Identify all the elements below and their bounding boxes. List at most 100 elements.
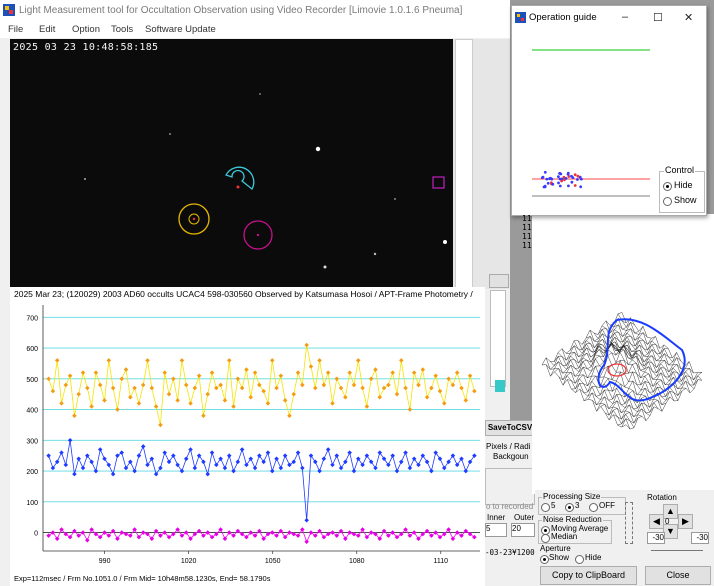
blue-series-point bbox=[446, 459, 451, 465]
chart-footer: Exp=112msec / Frm No.1051.0 / Frm Mid= 1… bbox=[14, 574, 271, 583]
save-to-csv-button[interactable]: SaveToCSV bbox=[485, 420, 535, 436]
show-radio[interactable] bbox=[663, 197, 672, 206]
blue-series-point bbox=[244, 462, 249, 468]
rotation-left-value[interactable]: -30 bbox=[647, 532, 665, 544]
blue-series-point bbox=[63, 462, 69, 468]
background-aperture-icon bbox=[243, 220, 273, 250]
inner-value: 5 bbox=[486, 524, 491, 533]
mesh-line bbox=[625, 379, 702, 430]
light-curve-chart: 2025 Mar 23; (120029) 2003 AD60 occults … bbox=[10, 287, 485, 586]
yellow-series-point bbox=[295, 370, 301, 375]
blue-series-point bbox=[93, 468, 99, 474]
copy-to-clipboard-button[interactable]: Copy to ClipBoard bbox=[540, 566, 637, 585]
magenta-series-point bbox=[373, 531, 378, 537]
magenta-series-line bbox=[48, 528, 475, 543]
rotate-right-button[interactable]: ▶ bbox=[678, 514, 693, 529]
menu-tools[interactable]: Tools bbox=[111, 24, 134, 35]
rotate-down-button[interactable]: ▼ bbox=[663, 524, 678, 539]
yellow-series-point bbox=[386, 382, 391, 388]
rotate-up-button[interactable]: ▲ bbox=[663, 504, 678, 519]
side-button[interactable] bbox=[489, 274, 509, 288]
outer-value: 20 bbox=[512, 524, 521, 533]
rotation-slider[interactable] bbox=[651, 550, 703, 557]
target-marker bbox=[236, 185, 240, 189]
blue-series-point bbox=[188, 447, 193, 452]
blue-series-point bbox=[433, 450, 438, 455]
close-window-button[interactable]: ✕ bbox=[684, 12, 694, 24]
blue-series-point bbox=[351, 468, 357, 474]
side-indicator bbox=[495, 380, 505, 392]
yellow-series-point bbox=[158, 422, 163, 428]
reference-aperture-inner bbox=[188, 213, 200, 225]
close-button[interactable]: Close bbox=[645, 566, 711, 585]
limovie-main-window: Light Measurement tool for Occultation O… bbox=[0, 0, 510, 586]
magenta-series-point bbox=[403, 527, 408, 532]
yellow-series-point bbox=[89, 404, 94, 409]
guide-dot bbox=[573, 173, 577, 177]
ps-off-radio[interactable] bbox=[589, 503, 598, 512]
blue-series-point bbox=[373, 465, 378, 471]
psf-3d-mesh bbox=[541, 312, 702, 430]
y-tick-label: 500 bbox=[26, 377, 38, 384]
ps-5-radio[interactable] bbox=[541, 503, 550, 512]
blue-series-point bbox=[85, 453, 90, 458]
blue-series-point bbox=[287, 462, 292, 468]
vertical-slider[interactable] bbox=[625, 502, 633, 544]
minimize-button[interactable]: – bbox=[622, 11, 629, 23]
blue-series-point bbox=[72, 471, 77, 477]
yellow-series-point bbox=[97, 382, 103, 388]
reference-aperture-outer bbox=[178, 203, 210, 235]
yellow-series-point bbox=[437, 388, 443, 394]
magenta-series-point bbox=[411, 530, 417, 535]
y-tick-label: 300 bbox=[26, 438, 38, 445]
chart-plot-area: 0 100 200 300 400 500 600 700 990 1020 1050 1080 111… bbox=[26, 305, 480, 565]
maximize-button[interactable]: ☐ bbox=[653, 12, 663, 24]
side-scroll-list[interactable] bbox=[490, 290, 506, 387]
blue-series-point bbox=[274, 456, 279, 462]
ps-3-radio[interactable] bbox=[565, 503, 574, 512]
blue-series-point bbox=[360, 462, 365, 468]
mesh-line bbox=[553, 355, 639, 424]
yellow-series-point bbox=[429, 385, 434, 391]
inner-spinner[interactable]: 5 bbox=[485, 523, 507, 537]
yellow-series-point bbox=[252, 370, 258, 375]
rotate-left-button[interactable]: ◀ bbox=[649, 514, 664, 529]
y-tick-label: 600 bbox=[26, 346, 38, 353]
guide-dot bbox=[576, 178, 579, 181]
processing-size-label: Processing Size bbox=[542, 492, 602, 501]
ap-hide-radio[interactable] bbox=[575, 555, 584, 564]
yellow-series-point bbox=[265, 401, 271, 406]
menu-software-update[interactable]: Software Update bbox=[145, 24, 216, 35]
video-frame[interactable]: 2025 03 23 10:48:58:185 bbox=[10, 39, 453, 287]
rotation-right-value[interactable]: -30 bbox=[691, 532, 709, 544]
blue-series-point bbox=[231, 468, 236, 474]
measurement-controls: SaveToCSV Pixels / Radi Backgoun o to re… bbox=[485, 420, 535, 586]
hide-radio[interactable] bbox=[663, 182, 672, 191]
mesh-line bbox=[581, 340, 667, 406]
magenta-series-point bbox=[265, 531, 271, 537]
rotation-label: Rotation bbox=[647, 493, 677, 502]
yellow-series-point bbox=[209, 370, 215, 375]
yellow-series-point bbox=[59, 401, 64, 406]
blue-series-point bbox=[343, 459, 348, 465]
yellow-series-point bbox=[80, 370, 86, 375]
menu-file[interactable]: File bbox=[8, 24, 24, 35]
menu-edit[interactable]: Edit bbox=[39, 24, 56, 35]
outer-spinner[interactable]: 20 bbox=[511, 523, 535, 537]
yellow-series-point bbox=[248, 394, 254, 400]
x-tick-label: 1020 bbox=[181, 558, 197, 565]
nr-median-radio[interactable] bbox=[541, 534, 550, 543]
star bbox=[259, 93, 261, 95]
yellow-series-point bbox=[50, 388, 56, 394]
guide-dot bbox=[549, 176, 552, 180]
magenta-series-point bbox=[140, 530, 146, 535]
menu-option[interactable]: Option bbox=[72, 24, 100, 35]
magenta-series-point bbox=[183, 530, 189, 535]
blue-series-point bbox=[321, 456, 327, 462]
yellow-series-point bbox=[269, 358, 275, 363]
magenta-series-point bbox=[330, 530, 335, 535]
blue-series-line bbox=[48, 440, 475, 521]
ap-show-radio[interactable] bbox=[540, 555, 549, 564]
yellow-series-point bbox=[330, 401, 335, 406]
yellow-series-point bbox=[282, 398, 288, 403]
